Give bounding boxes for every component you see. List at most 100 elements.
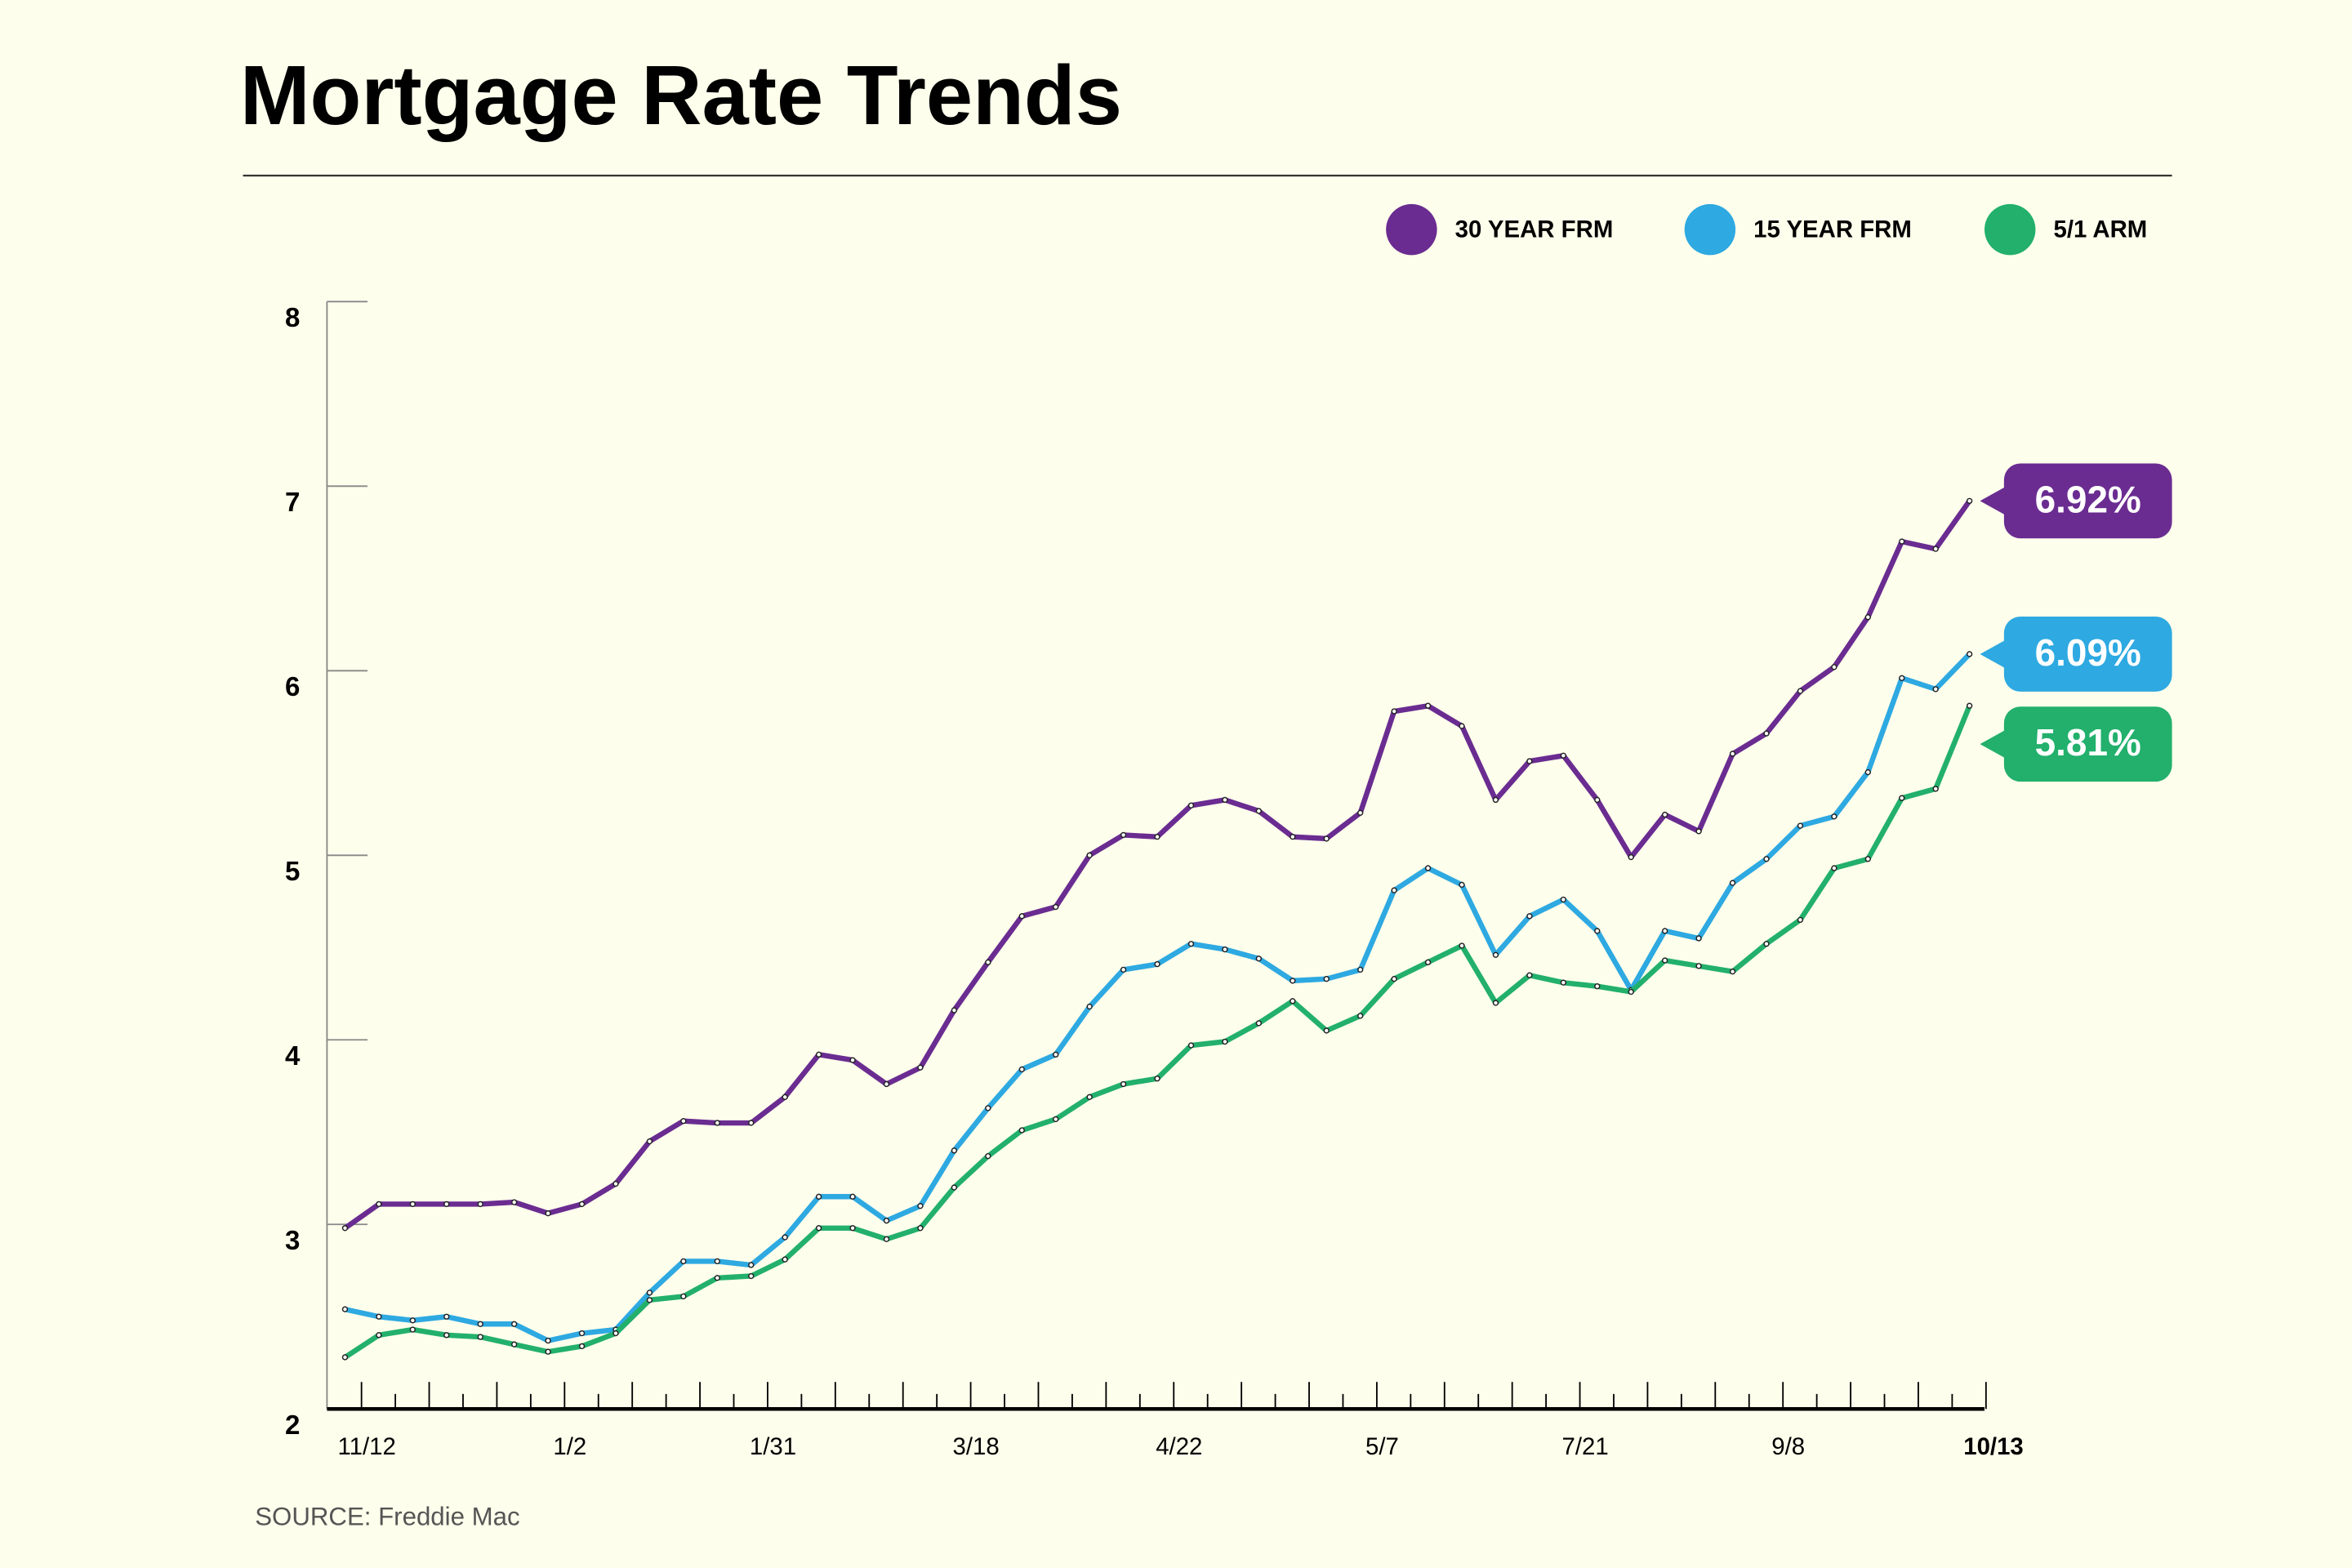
point (1560, 896, 1567, 903)
point (1492, 951, 1499, 958)
point (951, 1147, 958, 1154)
point (1831, 664, 1838, 670)
point (409, 1200, 416, 1208)
point (578, 1343, 586, 1350)
point (510, 1341, 518, 1348)
point (1661, 957, 1668, 964)
callout-pointer (1980, 639, 2007, 670)
point (1086, 1003, 1093, 1010)
point (714, 1275, 720, 1281)
point (917, 1064, 924, 1071)
point (1899, 675, 1905, 681)
point (883, 1236, 890, 1243)
point (1120, 966, 1127, 973)
point (1018, 1066, 1025, 1073)
point (1357, 809, 1364, 816)
point (1526, 972, 1533, 978)
point (1357, 966, 1364, 973)
legend-swatch (1684, 203, 1736, 256)
point (1323, 976, 1330, 982)
point (1864, 856, 1871, 862)
point (1560, 752, 1567, 759)
point (1255, 1020, 1263, 1027)
x-tick-label: 3/18 (953, 1433, 1000, 1460)
point (748, 1262, 755, 1268)
y-tick-label: 4 (285, 1041, 301, 1071)
point (1323, 835, 1330, 842)
point (1628, 853, 1634, 861)
point (646, 1138, 653, 1145)
point (376, 1313, 382, 1320)
point (1053, 1051, 1059, 1058)
point (1797, 822, 1804, 829)
point (1492, 1000, 1499, 1006)
point (1459, 881, 1465, 889)
point (1255, 808, 1263, 814)
y-tick-label: 7 (285, 488, 300, 518)
y-tick-label: 3 (285, 1226, 300, 1256)
point (1864, 768, 1871, 776)
point (1187, 1042, 1195, 1049)
point (1255, 956, 1263, 962)
point (1729, 968, 1736, 975)
point (1018, 1127, 1025, 1134)
point (341, 1306, 349, 1312)
x-tick-label: 7/21 (1561, 1433, 1608, 1460)
point (985, 1105, 991, 1111)
point (1053, 903, 1059, 911)
point (1290, 833, 1296, 840)
point (782, 1256, 788, 1263)
point (1187, 802, 1195, 808)
point (1391, 887, 1397, 893)
point (1492, 796, 1499, 804)
point (1797, 688, 1804, 694)
point (680, 1118, 687, 1125)
point (748, 1120, 755, 1126)
point (1966, 497, 1973, 505)
point (849, 1225, 856, 1232)
point (1357, 1013, 1364, 1019)
point (1729, 880, 1736, 886)
point (951, 1184, 958, 1191)
point (1086, 1094, 1093, 1100)
point (1187, 941, 1195, 947)
point (376, 1200, 382, 1208)
point (883, 1218, 890, 1224)
point (951, 1007, 958, 1013)
point (545, 1337, 551, 1344)
legend-label: 30 YEAR FRM (1455, 216, 1614, 243)
point (612, 1180, 619, 1187)
point (782, 1094, 788, 1100)
point (782, 1234, 788, 1241)
point (1661, 928, 1668, 934)
point (409, 1317, 416, 1324)
point (443, 1332, 450, 1339)
legend-swatch (1386, 203, 1437, 256)
y-tick-label: 6 (285, 672, 300, 702)
point (578, 1200, 586, 1208)
point (1154, 833, 1160, 840)
point (1120, 831, 1127, 839)
point (1966, 702, 1973, 709)
point (1695, 828, 1702, 835)
point (1560, 979, 1567, 986)
point (1864, 614, 1871, 621)
point (545, 1348, 551, 1355)
legend-label: 15 YEAR FRM (1753, 216, 1912, 243)
point (1459, 723, 1465, 729)
y-tick-label: 8 (285, 303, 300, 333)
point (1966, 651, 1973, 657)
x-tick-label: 4/22 (1156, 1433, 1202, 1460)
point (1424, 959, 1432, 966)
point (341, 1354, 349, 1361)
point (1763, 730, 1770, 737)
value-label: 5.81% (2035, 721, 2141, 764)
point (1086, 852, 1093, 858)
point (1222, 1038, 1228, 1045)
point (1899, 795, 1905, 801)
x-tick-label: 1/2 (553, 1433, 586, 1460)
legend-label: 5/1 ARM (2053, 216, 2147, 243)
point (1290, 998, 1296, 1004)
point (1594, 983, 1601, 990)
point (1763, 941, 1770, 947)
